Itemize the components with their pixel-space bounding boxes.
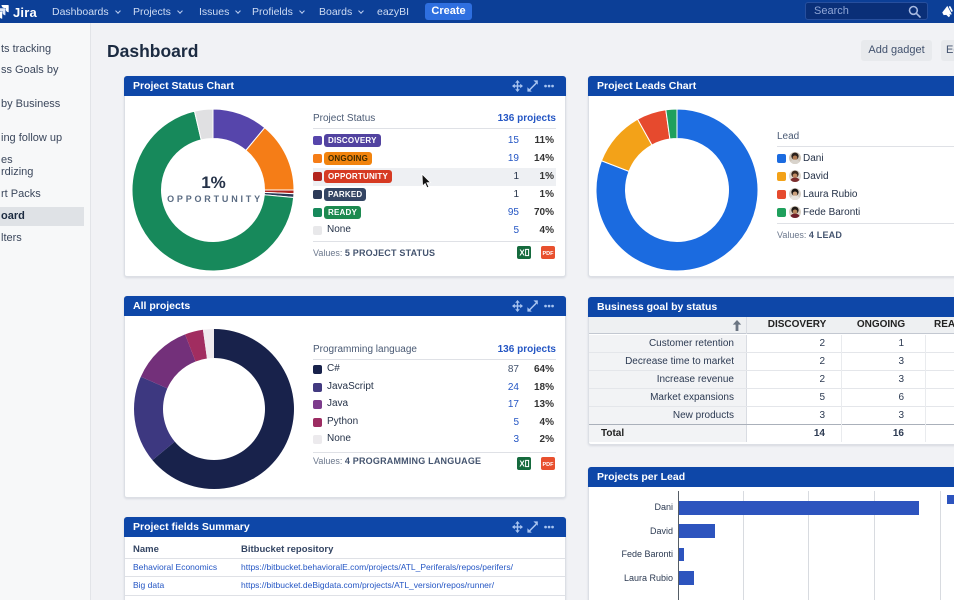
svg-text:X: X [519, 460, 525, 469]
svg-text:PDF: PDF [543, 462, 555, 468]
svg-text:PDF: PDF [543, 251, 555, 257]
svg-text:X: X [519, 249, 525, 258]
